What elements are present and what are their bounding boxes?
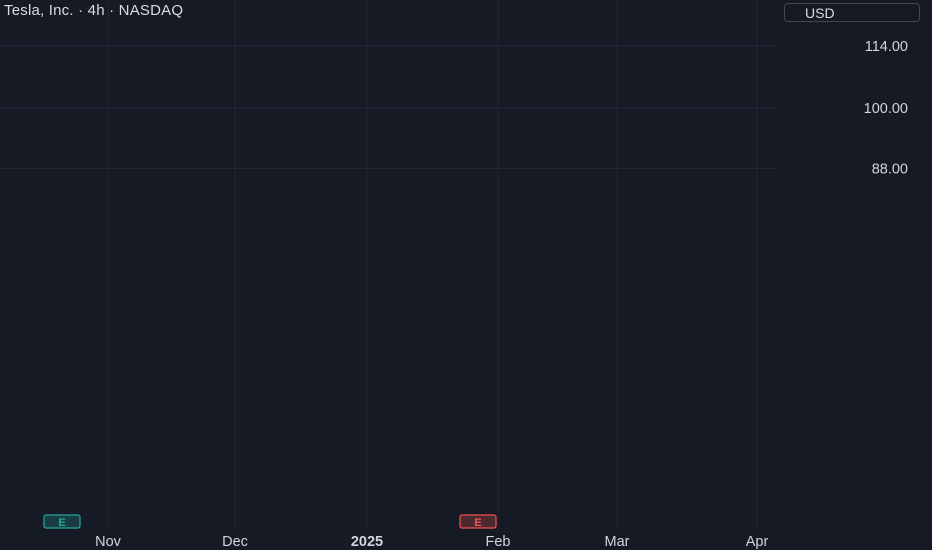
earnings-marker[interactable]: E <box>459 514 497 529</box>
x-tick-label: Dec <box>222 534 248 550</box>
x-tick-label: Apr <box>746 534 769 550</box>
grid-lines <box>0 0 775 530</box>
y-tick-label: 88.00 <box>872 161 908 177</box>
x-tick-label: Mar <box>605 534 630 550</box>
earnings-marker-label: E <box>58 517 65 529</box>
earnings-marker-label: E <box>474 517 481 529</box>
y-tick-label: 100.00 <box>864 101 908 117</box>
currency-selector[interactable]: USD <box>784 3 920 22</box>
earnings-marker[interactable]: E <box>43 514 81 529</box>
x-tick-label: Feb <box>486 534 511 550</box>
y-axis: 1,500.001,300.001,150.001,000.00880.0076… <box>864 39 908 177</box>
x-tick-label: 2025 <box>351 534 383 550</box>
y-tick-label: 114.00 <box>865 39 908 55</box>
chart-title: Tesla, Inc. · 4h · NASDAQ <box>4 2 184 19</box>
x-tick-label: Nov <box>95 534 122 550</box>
x-axis: Nov Dec 2025 Feb Mar Apr <box>95 534 768 550</box>
